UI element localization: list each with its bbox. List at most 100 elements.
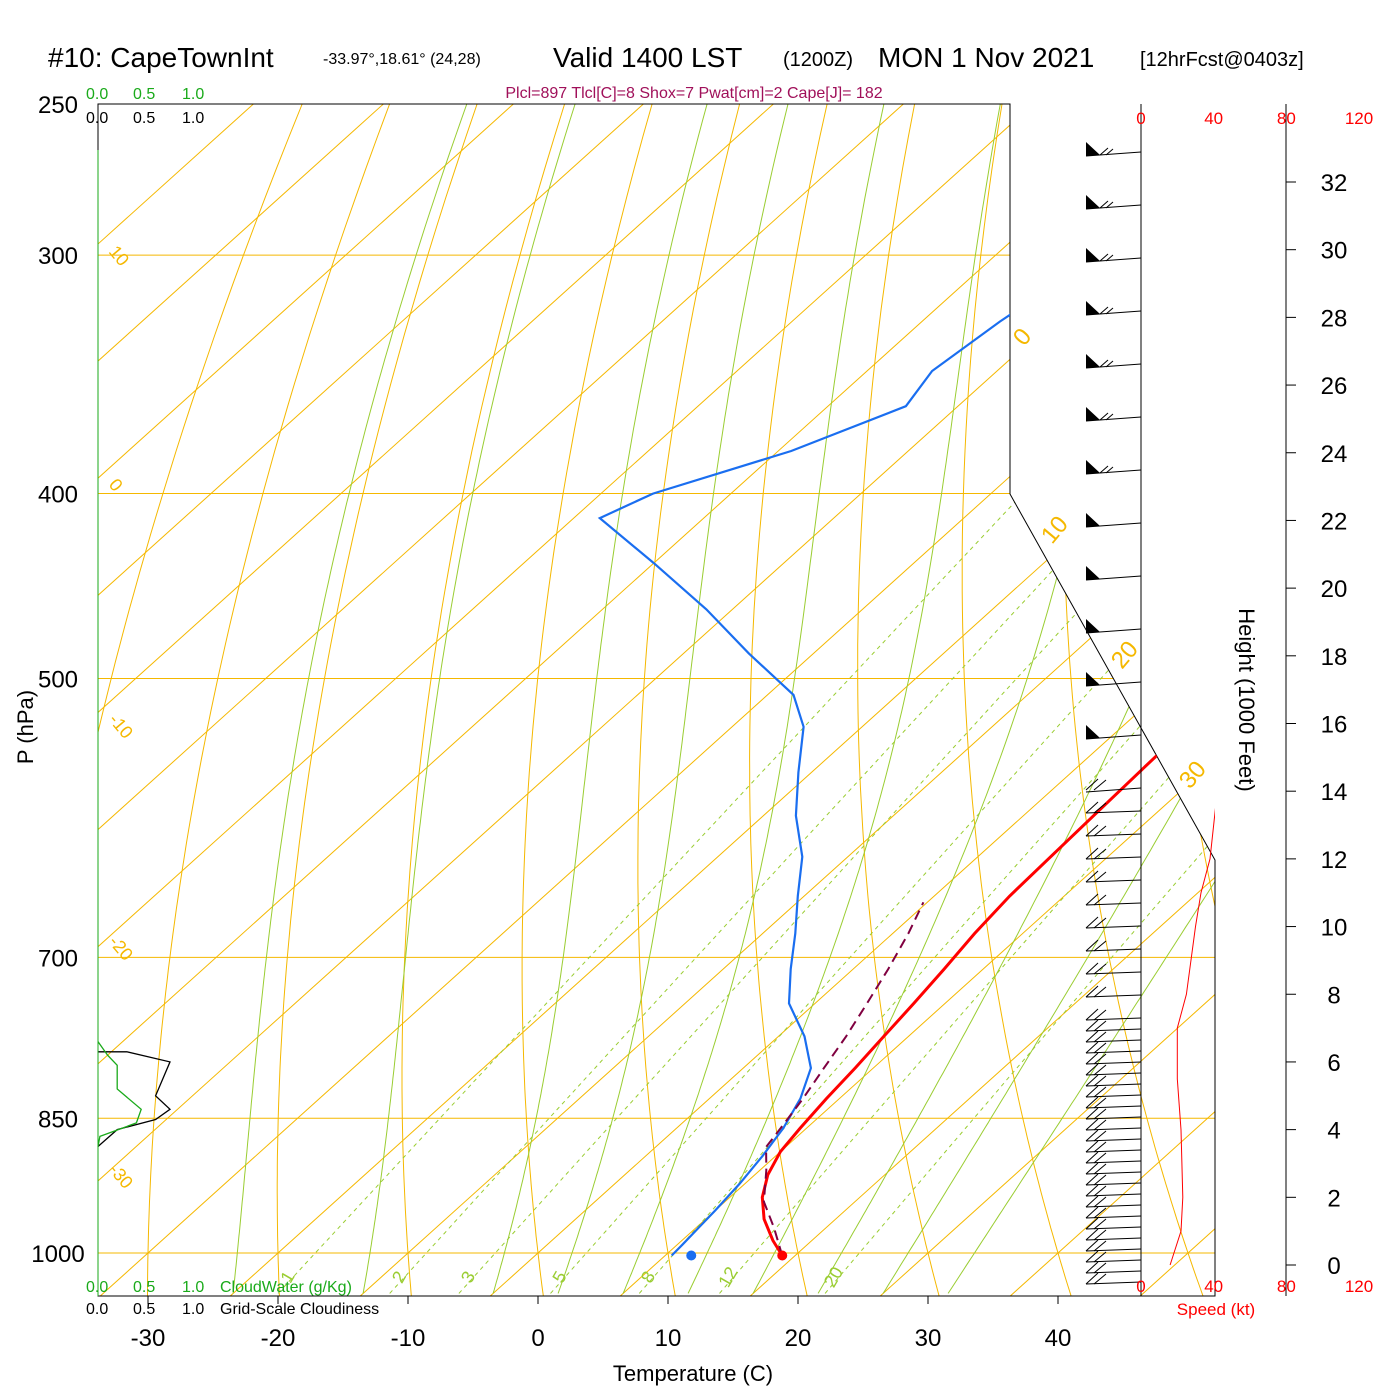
height-tick-14: 14 [1321,779,1348,806]
isotherm [98,104,1215,1296]
wind-barb-feather [1093,1119,1107,1131]
speed-tick-bottom-0: 0 [1136,1277,1145,1296]
wind-barb-feather [1093,1163,1107,1175]
height-tick-16: 16 [1321,712,1348,739]
wind-barb-feather [1093,802,1107,814]
cloudiness-label: Grid-Scale Cloudiness [220,1301,379,1318]
cloud-water-profile [97,1041,142,1147]
wind-barb-feather [1093,1130,1107,1142]
speed-tick-top-0: 0 [1136,109,1145,128]
mixing-ratio-line [458,493,1187,1294]
pressure-axis: 250 300 400 500 700 850 1000 [31,92,84,1268]
cloudiness-tick-bottom-2: 1.0 [182,1301,204,1318]
mixing-ratio-line [719,493,1215,1294]
dry-adiabat [961,104,1084,1296]
wind-barb-flag [1086,619,1100,633]
temp-tick--30: -30 [131,1325,166,1352]
isotherm [98,104,1110,1296]
wind-barb-feather [1093,1086,1107,1098]
pressure-tick-700: 700 [38,945,78,972]
speed-tick-top-40: 40 [1204,109,1223,128]
isotherm [98,104,1215,1296]
moist-adiabat [557,104,840,1294]
wind-barb-feather [1093,848,1107,860]
moist-adiabat [947,104,1215,1294]
pressure-tick-1000: 1000 [31,1241,84,1268]
cloud-water-tick-top-2: 1.0 [182,86,204,103]
wind-barb-feather [1105,413,1114,421]
surface-temperature-dot [777,1250,788,1261]
mixing-ratio-label: 2 [388,1268,410,1287]
cloud-water-tick-bottom-2: 1.0 [182,1279,204,1296]
wind-barb-feather [1099,200,1109,209]
wind-barb-feather [1085,778,1099,791]
wind-barb-feather [1105,201,1114,209]
wind-barb-feather [1085,1074,1099,1087]
wind-barb-feather [1093,1042,1107,1054]
mixing-ratio-line [824,493,1215,1294]
wind-barb-feather [1093,1064,1107,1076]
cloud-water-tick-top-1: 0.5 [133,86,155,103]
height-axis-label: Height (1000 Feet) [1234,608,1259,791]
wind-barb-feather [1085,1052,1099,1065]
wind-barb-feather [1085,1261,1099,1274]
wind-barb-feather [1085,893,1099,906]
moist-adiabat [752,104,1176,1294]
wind-barb-feather [1093,1174,1107,1186]
temperature-curve [760,151,1215,1257]
wind-barb-feather [1093,1229,1107,1241]
isotherm [449,104,1215,1296]
cloud-water-tick-bottom-1: 0.5 [133,1279,155,1296]
thermo-grid [98,104,1215,1296]
wind-barb-staff [1085,787,1142,793]
wind-barb-feather [1085,1096,1099,1109]
cloud-scale-top: 0.0 0.5 1.0 0.0 0.5 1.0 [86,86,204,127]
wind-barb-feather [1093,940,1107,952]
wind-barb-flag [1086,407,1100,421]
plot-frame [97,103,1216,1297]
cloudiness-tick-top-0: 0.0 [86,110,108,127]
wind-barb-feather [1099,253,1109,262]
wind-barb-flag [1086,513,1100,527]
height-tick-24: 24 [1321,441,1348,468]
temp-tick-40: 40 [1045,1325,1072,1352]
wind-barb-flag [1086,460,1100,474]
isotherm [579,104,1215,1296]
surface-dewpoint-dot [686,1250,697,1261]
isotherm [98,104,590,1296]
wind-barb-feather [1093,1218,1107,1230]
title-fcst: [12hrFcst@0403z] [1140,49,1304,71]
wind-barb-feather [1085,870,1099,883]
wind-barb-feather [1093,1207,1107,1219]
moist-adiabat [817,104,1215,1294]
speed-tick-bottom-120: 120 [1345,1277,1373,1296]
wind-barb-feather [1093,917,1107,929]
isotherm-label-left: -30 [105,1160,137,1193]
wind-barb-feather [1093,986,1107,998]
pressure-tick-400: 400 [38,482,78,509]
height-tick-4: 4 [1327,1118,1340,1145]
wind-barb-feather [1085,824,1099,837]
dry-adiabat [521,104,711,1296]
wind-barb-flag [1086,566,1100,580]
isotherm-label-right: 0 [1008,323,1037,351]
wind-barb-feather [1093,1009,1107,1021]
mixing-ratio-label: 3 [457,1268,479,1287]
wind-barb-feather [1085,916,1099,929]
params-line: Plcl=897 Tlcl[C]=8 Shox=7 Pwat[cm]=2 Cap… [505,85,882,102]
isotherm [709,104,1215,1296]
wind-barb-feather [1099,412,1109,421]
cloud-water-tick-top-0: 0.0 [86,86,108,103]
cloudiness-tick-bottom-0: 0.0 [86,1301,108,1318]
wind-barb-feather [1085,1162,1099,1175]
wind-barb-feather [1085,1173,1099,1186]
isotherm [98,104,1215,1296]
dry-adiabat [857,104,957,1296]
dry-adiabat [401,104,629,1296]
wind-barb-feather [1085,1107,1099,1120]
wind-barb-feather [1085,1085,1099,1098]
wind-barb-feather [1093,1152,1107,1164]
